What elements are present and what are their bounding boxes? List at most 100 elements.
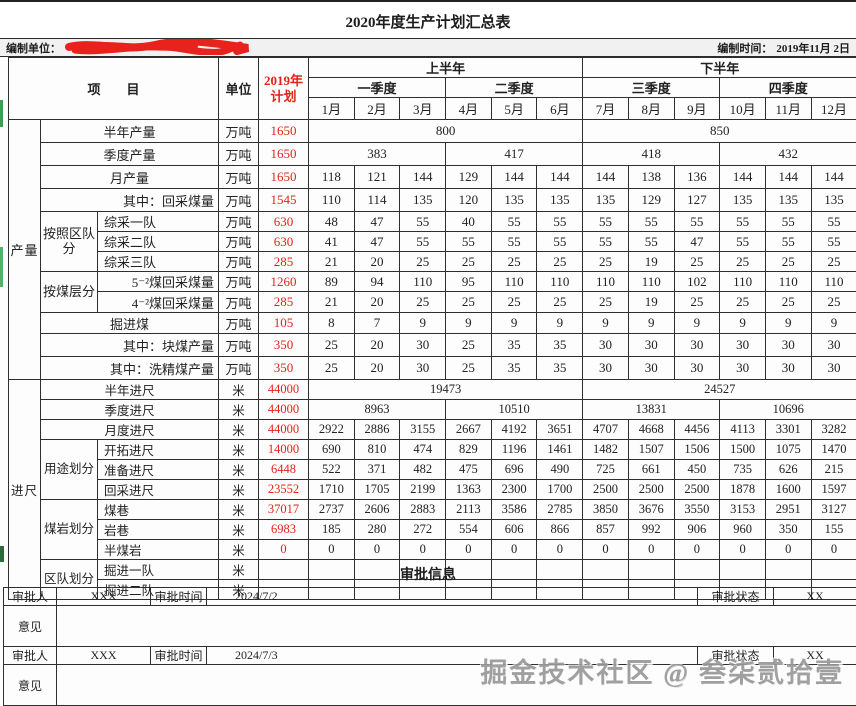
cell: 25 — [309, 334, 355, 357]
cell: 135 — [537, 189, 583, 212]
row-label: 开拓进尺 — [98, 440, 219, 460]
cell: 35 — [491, 334, 537, 357]
cell: 1363 — [446, 480, 492, 500]
cell: 120 — [446, 189, 492, 212]
approval-time-value: 2024/7/2 — [207, 588, 698, 606]
cell: 121 — [354, 166, 400, 189]
cell: 857 — [583, 520, 629, 540]
cell: 0 — [446, 540, 492, 560]
cell: 89 — [309, 272, 355, 292]
cell: 25 — [491, 252, 537, 272]
cell: 3550 — [674, 500, 720, 520]
cell: 10696 — [720, 400, 856, 420]
unit-cell: 米 — [219, 520, 259, 540]
cell: 992 — [628, 520, 674, 540]
cell: 129 — [628, 189, 674, 212]
cell: 696 — [491, 460, 537, 480]
header-month: 9月 — [674, 98, 720, 120]
group-label: 煤岩划分 — [41, 500, 98, 560]
plan-cell: 37017 — [259, 500, 309, 520]
row-label: 月产量 — [41, 166, 219, 189]
cell: 1878 — [720, 480, 766, 500]
cell: 0 — [309, 540, 355, 560]
unit-cell: 万吨 — [219, 357, 259, 380]
compile-unit-label: 编制单位： — [6, 40, 61, 56]
cell: 0 — [811, 540, 856, 560]
cell: 4707 — [583, 420, 629, 440]
cell: 1196 — [491, 440, 537, 460]
cell: 20 — [354, 357, 400, 380]
cell: 155 — [811, 520, 856, 540]
plan-cell: 1650 — [259, 143, 309, 166]
header-month: 2月 — [354, 98, 400, 120]
cell: 41 — [309, 232, 355, 252]
cell: 21 — [309, 292, 355, 313]
cell: 35 — [537, 334, 583, 357]
unit-cell: 米 — [219, 400, 259, 420]
cell: 1507 — [628, 440, 674, 460]
cell: 906 — [674, 520, 720, 540]
cell: 3301 — [765, 420, 811, 440]
row-label: 其中：回采煤量 — [41, 189, 219, 212]
plan-cell: 44000 — [259, 380, 309, 400]
cell: 2500 — [628, 480, 674, 500]
cell: 55 — [537, 212, 583, 232]
row-label: 其中：块煤产量 — [41, 334, 219, 357]
cell: 30 — [811, 357, 856, 380]
cell: 0 — [720, 540, 766, 560]
cell: 135 — [491, 189, 537, 212]
cell: 25 — [446, 357, 492, 380]
cell: 1470 — [811, 440, 856, 460]
cell: 110 — [811, 272, 856, 292]
unit-cell: 万吨 — [219, 252, 259, 272]
cell: 25 — [765, 252, 811, 272]
plan-cell: 350 — [259, 334, 309, 357]
cell: 0 — [400, 540, 446, 560]
cell: 3282 — [811, 420, 856, 440]
plan-cell: 285 — [259, 252, 309, 272]
cell: 118 — [309, 166, 355, 189]
cell: 144 — [583, 166, 629, 189]
cell: 0 — [354, 540, 400, 560]
header-month: 5月 — [491, 98, 537, 120]
cell: 35 — [537, 357, 583, 380]
cell: 55 — [583, 212, 629, 232]
cell: 25 — [674, 252, 720, 272]
cell: 110 — [765, 272, 811, 292]
cell: 9 — [765, 313, 811, 334]
cell: 3676 — [628, 500, 674, 520]
cell: 127 — [674, 189, 720, 212]
plan-cell: 14000 — [259, 440, 309, 460]
cell: 55 — [628, 232, 674, 252]
cell: 47 — [354, 212, 400, 232]
cell: 20 — [354, 292, 400, 313]
cell: 110 — [400, 272, 446, 292]
section-production: 产量 — [9, 120, 41, 380]
cell: 9 — [446, 313, 492, 334]
cell: 25 — [674, 292, 720, 313]
header-month: 7月 — [583, 98, 629, 120]
cell: 25 — [583, 292, 629, 313]
approval-row: 审批人 XXX 审批时间 2024/7/2 审批状态 XX — [4, 588, 856, 606]
cell: 2785 — [537, 500, 583, 520]
cell: 110 — [583, 272, 629, 292]
cell: 20 — [354, 252, 400, 272]
header-month: 12月 — [811, 98, 856, 120]
header-unit: 单位 — [219, 58, 259, 120]
cell: 30 — [765, 357, 811, 380]
cell: 110 — [491, 272, 537, 292]
cell: 110 — [628, 272, 674, 292]
plan-cell: 630 — [259, 232, 309, 252]
group-label: 用途划分 — [41, 440, 98, 500]
cell: 25 — [537, 252, 583, 272]
watermark: 掘金技术社区 @ 叁柒贰拾壹 — [480, 651, 844, 690]
cell: 432 — [720, 143, 856, 166]
